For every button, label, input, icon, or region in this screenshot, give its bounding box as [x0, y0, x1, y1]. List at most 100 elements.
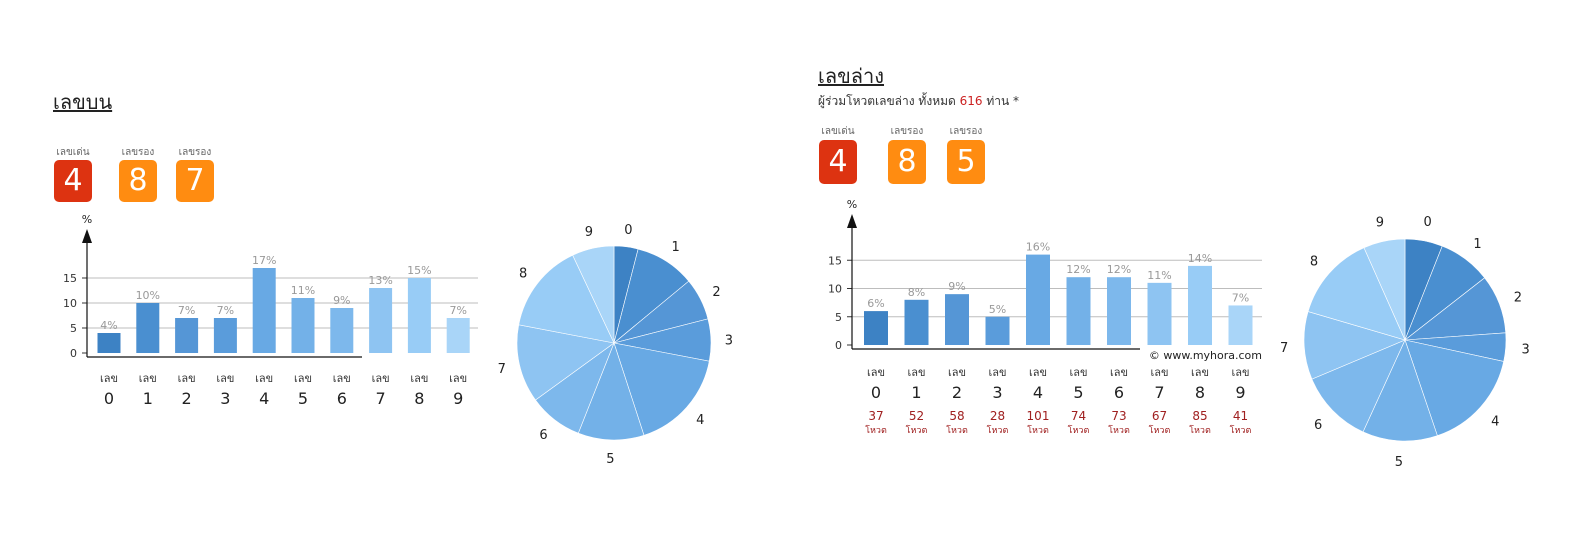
- lower-vote-unit: โหวต: [946, 425, 968, 436]
- lower-bar-7: [1147, 282, 1172, 345]
- lower-vote-unit: โหวต: [1149, 425, 1171, 436]
- upper-ytick-label: 5: [70, 322, 77, 335]
- upper-category-7: 7: [376, 389, 386, 408]
- lower-bar-0: [864, 311, 888, 345]
- lower-category-9: 9: [1235, 383, 1245, 402]
- upper-value-label-2: 7%: [178, 304, 195, 317]
- lower-category-prefix: เลข: [907, 366, 925, 379]
- lower-votes-7: 67: [1152, 409, 1167, 423]
- lower-votes-2: 58: [949, 409, 964, 423]
- lower-rank-label-alt-2: เลขรอง: [949, 126, 983, 137]
- upper-title: เลขบน: [53, 90, 113, 114]
- upper-value-label-6: 9%: [333, 294, 350, 307]
- lower-subtitle-count: 616: [959, 94, 983, 108]
- lower-category-prefix: เลข: [1110, 366, 1128, 379]
- lower-category-prefix: เลข: [1150, 366, 1168, 379]
- lower-pie-slice-label-6: 6: [1314, 418, 1322, 433]
- upper-pie-chart: 0 1 2 3 4 5 6 7 8 9: [498, 223, 733, 467]
- lower-rank-label-main: เลขเด่น: [821, 126, 855, 137]
- upper-category-prefix: เลข: [216, 372, 234, 385]
- lower-pie-slice-label-3: 3: [1522, 343, 1530, 358]
- lower-category-0: 0: [871, 383, 881, 402]
- lower-pie-slice-label-8: 8: [1310, 254, 1318, 269]
- lower-category-prefix: เลข: [948, 366, 966, 379]
- lower-value-label-9: 7%: [1232, 291, 1249, 304]
- upper-bar-4: [252, 268, 276, 353]
- upper-rank-alt-1: 8: [119, 160, 157, 202]
- lower-votes-1: 52: [909, 409, 924, 423]
- upper-category-9: 9: [453, 389, 463, 408]
- upper-pie-slice-label-1: 1: [671, 240, 679, 255]
- upper-value-label-9: 7%: [449, 304, 466, 317]
- lower-bar-3: [985, 316, 1010, 345]
- upper-ytick-label: 0: [70, 347, 77, 360]
- lower-category-6: 6: [1114, 383, 1124, 402]
- upper-rank-alt-2: 7: [176, 160, 214, 202]
- lower-vote-unit: โหวต: [1068, 425, 1090, 436]
- lower-vote-unit: โหวต: [906, 425, 928, 436]
- lower-category-3: 3: [992, 383, 1002, 402]
- upper-value-label-8: 15%: [407, 264, 431, 277]
- upper-pie-slice-label-3: 3: [725, 333, 733, 348]
- upper-pie-slice-7: [516, 324, 615, 401]
- lower-category-prefix: เลข: [1069, 366, 1087, 379]
- lower-rank-alt-1: 8: [888, 140, 926, 184]
- lower-ytick-label: 5: [835, 311, 842, 324]
- lower-bar-9: [1228, 305, 1253, 345]
- lower-bar-chart: %0510156%เลข037โหวต8%เลข152โหวต9%เลข258โ…: [828, 198, 1262, 436]
- lower-copyright: © www.myhora.com: [1149, 349, 1262, 362]
- lower-category-prefix: เลข: [867, 366, 885, 379]
- lower-bar-5: [1066, 277, 1091, 345]
- lower-category-prefix: เลข: [1191, 366, 1209, 379]
- upper-category-1: 1: [143, 389, 153, 408]
- upper-pie-slice-8: [518, 254, 615, 344]
- upper-value-label-5: 11%: [291, 284, 315, 297]
- lower-y-axis-arrow: [847, 214, 857, 228]
- upper-category-prefix: เลข: [294, 372, 312, 385]
- lower-pie-chart: 0 1 2 3 4 5 6 7 8 9: [1280, 215, 1530, 470]
- lower-value-label-6: 12%: [1107, 263, 1131, 276]
- lower-bar-8: [1188, 265, 1212, 345]
- lower-category-8: 8: [1195, 383, 1205, 402]
- lower-pie-slice-label-0: 0: [1424, 215, 1432, 230]
- upper-pie-slice-label-5: 5: [606, 452, 614, 467]
- upper-y-axis-arrow: [82, 229, 92, 243]
- lower-category-prefix: เลข: [1029, 366, 1047, 379]
- upper-bar-0: [97, 333, 121, 353]
- upper-value-label-1: 10%: [136, 289, 160, 302]
- lower-value-label-0: 6%: [867, 297, 884, 310]
- lower-pie-slice-6: [1311, 339, 1406, 433]
- lower-ytick-label: 10: [828, 283, 842, 296]
- lower-vote-unit: โหวต: [1108, 425, 1130, 436]
- upper-bar-6: [330, 308, 354, 353]
- upper-category-prefix: เลข: [449, 372, 467, 385]
- lower-pie-slice-8: [1307, 247, 1406, 341]
- lower-ytick-label: 15: [828, 254, 842, 267]
- upper-bar-3: [213, 318, 237, 353]
- upper-bar-8: [407, 278, 431, 353]
- upper-bar-9: [446, 318, 470, 353]
- lower-category-1: 1: [911, 383, 921, 402]
- lower-pie-slice-5: [1362, 339, 1438, 442]
- upper-rank-main: 4: [54, 160, 92, 202]
- upper-category-prefix: เลข: [178, 372, 196, 385]
- upper-pie-slice-label-2: 2: [712, 285, 720, 300]
- lower-value-label-1: 8%: [908, 286, 925, 299]
- upper-category-4: 4: [259, 389, 269, 408]
- lower-pie-slice-label-7: 7: [1280, 341, 1288, 356]
- upper-pie-slice-9: [572, 245, 615, 344]
- lower-vote-unit: โหวต: [987, 425, 1009, 436]
- lower-value-label-7: 11%: [1147, 269, 1171, 282]
- upper-value-label-4: 17%: [252, 254, 276, 267]
- lower-ytick-label: 0: [835, 339, 842, 352]
- upper-pie-slice-5: [577, 342, 645, 441]
- upper-category-prefix: เลข: [372, 372, 390, 385]
- lower-value-label-2: 9%: [948, 280, 965, 293]
- upper-category-5: 5: [298, 389, 308, 408]
- lower-rank-main: 4: [819, 140, 857, 184]
- upper-pie-slice-label-4: 4: [696, 413, 704, 428]
- upper-category-prefix: เลข: [100, 372, 118, 385]
- upper-value-label-3: 7%: [217, 304, 234, 317]
- lower-panel: เลขล่าง ผู้ร่วมโหวตเลขล่าง ทั้งหมด 616 ท…: [780, 0, 1572, 542]
- lower-pie-slice-label-9: 9: [1376, 216, 1384, 231]
